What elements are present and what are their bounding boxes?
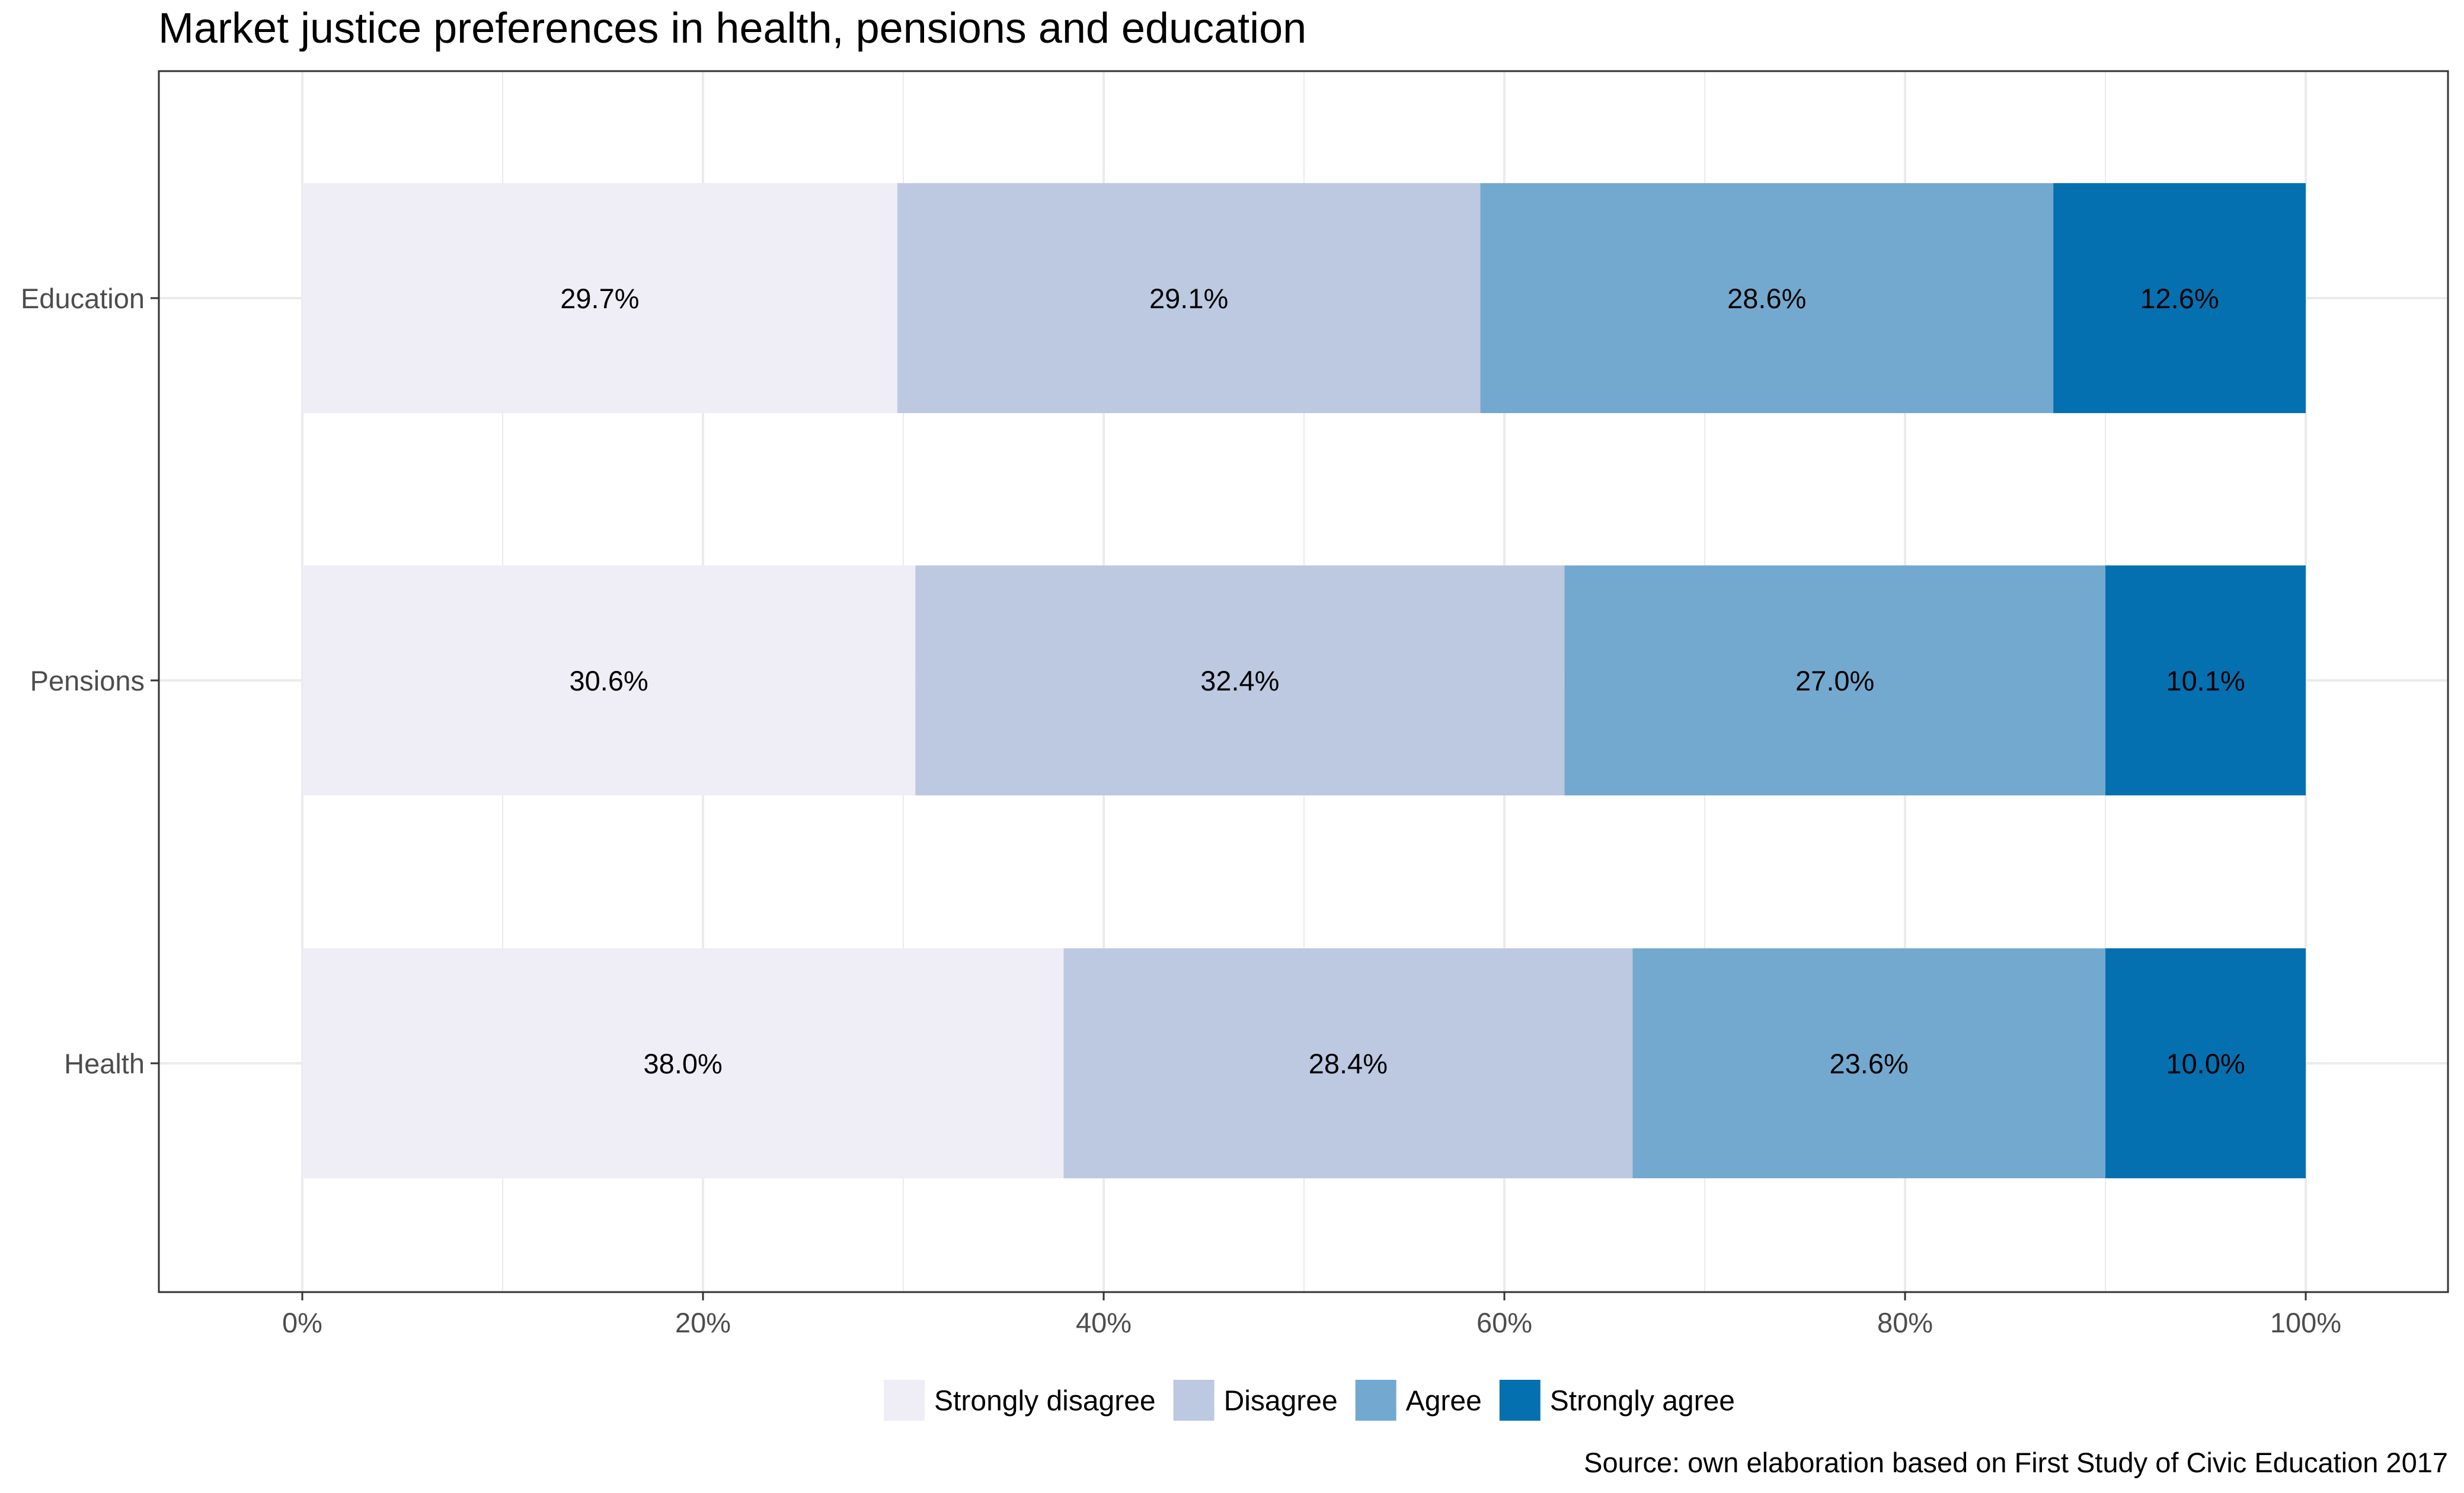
chart-title: Market justice preferences in health, pe… xyxy=(158,5,1306,52)
legend: Strongly disagree Disagree Agree Strongly a… xyxy=(884,1380,1735,1421)
bar-value-label: 38.0% xyxy=(644,1048,723,1079)
y-tick-label: Education xyxy=(21,283,145,314)
legend-label: Strongly agree xyxy=(1550,1386,1735,1417)
bar-labels: 29.7% 29.1% 28.6% 12.6% 30.6% 32.4% 27.0% 10.1%… xyxy=(560,283,2245,1079)
bar-value-label: 29.1% xyxy=(1149,283,1228,314)
chart-caption: Source: own elaboration based on First S… xyxy=(1584,1447,2448,1478)
bar-segment-pensions-agree xyxy=(1564,565,2105,795)
legend-label: Disagree xyxy=(1224,1386,1338,1417)
y-tick-label: Pensions xyxy=(30,665,145,696)
bar-value-label: 30.6% xyxy=(569,665,648,696)
bar-segment-pensions-strongly-disagree xyxy=(302,565,916,795)
legend-key-strongly-disagree xyxy=(884,1380,925,1421)
x-tick-label: 100% xyxy=(2270,1307,2341,1338)
bar-value-label: 28.6% xyxy=(1727,283,1806,314)
bar-segment-education-strongly-disagree xyxy=(302,183,897,413)
bar-value-label: 32.4% xyxy=(1200,665,1279,696)
bar-segment-health-agree xyxy=(1632,948,2105,1178)
bar-value-label: 29.7% xyxy=(560,283,639,314)
legend-key-disagree xyxy=(1173,1380,1215,1421)
bar-value-label: 28.4% xyxy=(1309,1048,1388,1079)
bar-value-label: 12.6% xyxy=(2140,283,2219,314)
legend-key-strongly-agree xyxy=(1499,1380,1541,1421)
x-tick-label: 60% xyxy=(1477,1307,1532,1338)
y-tick-label: Health xyxy=(64,1048,145,1079)
legend-label: Agree xyxy=(1406,1386,1482,1417)
bar-segment-education-disagree xyxy=(897,183,1481,413)
bar-value-label: 23.6% xyxy=(1830,1048,1909,1079)
bar-value-label: 10.1% xyxy=(2166,665,2245,696)
panel-border xyxy=(158,70,2449,1293)
bar-segment-education-agree xyxy=(1480,183,2054,413)
panel-border-rect xyxy=(158,70,2449,1293)
x-tick-label: 80% xyxy=(1877,1307,1933,1338)
y-axis: Education Pensions Health xyxy=(21,283,159,1079)
legend-label: Strongly disagree xyxy=(934,1386,1156,1417)
x-tick-label: 20% xyxy=(675,1307,731,1338)
bar-segment-pensions-disagree xyxy=(915,565,1565,795)
x-axis: 0% 20% 40% 60% 80% 100% xyxy=(282,1292,2341,1338)
x-tick-label: 40% xyxy=(1076,1307,1132,1338)
legend-key-agree xyxy=(1355,1380,1396,1421)
bar-segment-health-strongly-disagree xyxy=(302,948,1064,1178)
bar-segment-pensions-strongly-agree xyxy=(2105,565,2306,795)
bar-value-label: 10.0% xyxy=(2166,1048,2245,1079)
x-tick-label: 0% xyxy=(282,1307,322,1338)
bars xyxy=(302,183,2306,1178)
bar-segment-health-strongly-agree xyxy=(2105,948,2306,1178)
bar-value-label: 27.0% xyxy=(1795,665,1874,696)
bar-segment-health-disagree xyxy=(1063,948,1633,1178)
bar-segment-education-strongly-agree xyxy=(2053,183,2306,413)
